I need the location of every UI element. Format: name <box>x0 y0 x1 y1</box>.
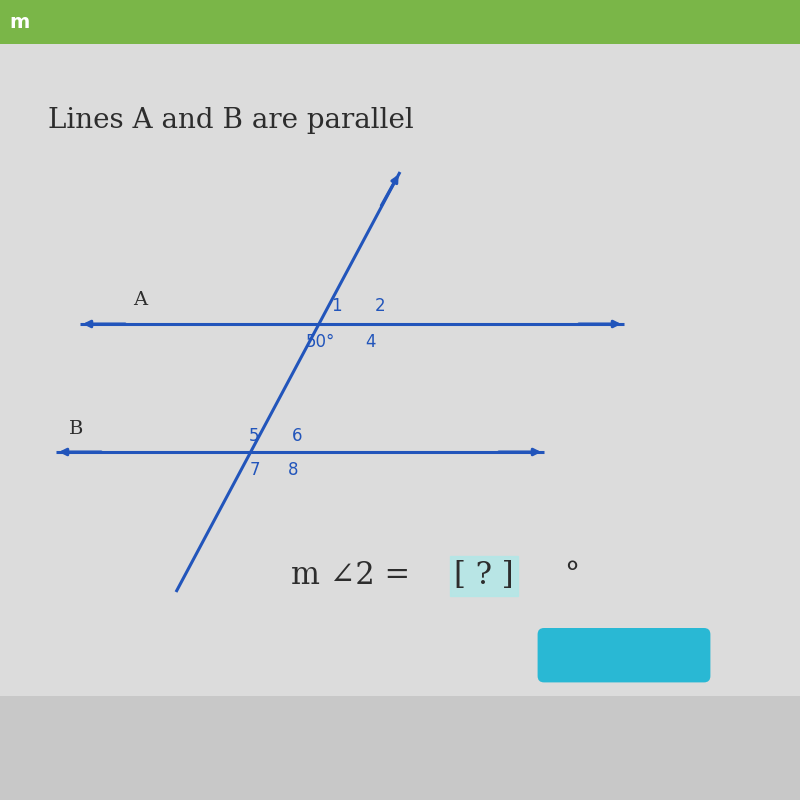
FancyBboxPatch shape <box>538 628 710 682</box>
Text: 4: 4 <box>365 333 376 350</box>
Text: 7: 7 <box>249 461 260 478</box>
Text: 2: 2 <box>374 298 386 315</box>
Text: Enter: Enter <box>600 646 648 664</box>
Text: [ ? ]: [ ? ] <box>454 561 514 591</box>
Bar <box>0 0 800 44</box>
Text: 50°: 50° <box>306 333 334 350</box>
Text: °: ° <box>564 561 579 591</box>
Text: 6: 6 <box>292 427 303 445</box>
Text: m: m <box>10 13 30 31</box>
Text: m ∠2 =: m ∠2 = <box>291 561 420 591</box>
Text: 5: 5 <box>249 427 260 445</box>
Text: 1: 1 <box>330 298 342 315</box>
Text: B: B <box>69 420 83 438</box>
Text: A: A <box>133 291 147 309</box>
Bar <box>0 696 800 800</box>
Text: Lines A and B are parallel: Lines A and B are parallel <box>48 106 414 134</box>
Text: 8: 8 <box>287 461 298 478</box>
